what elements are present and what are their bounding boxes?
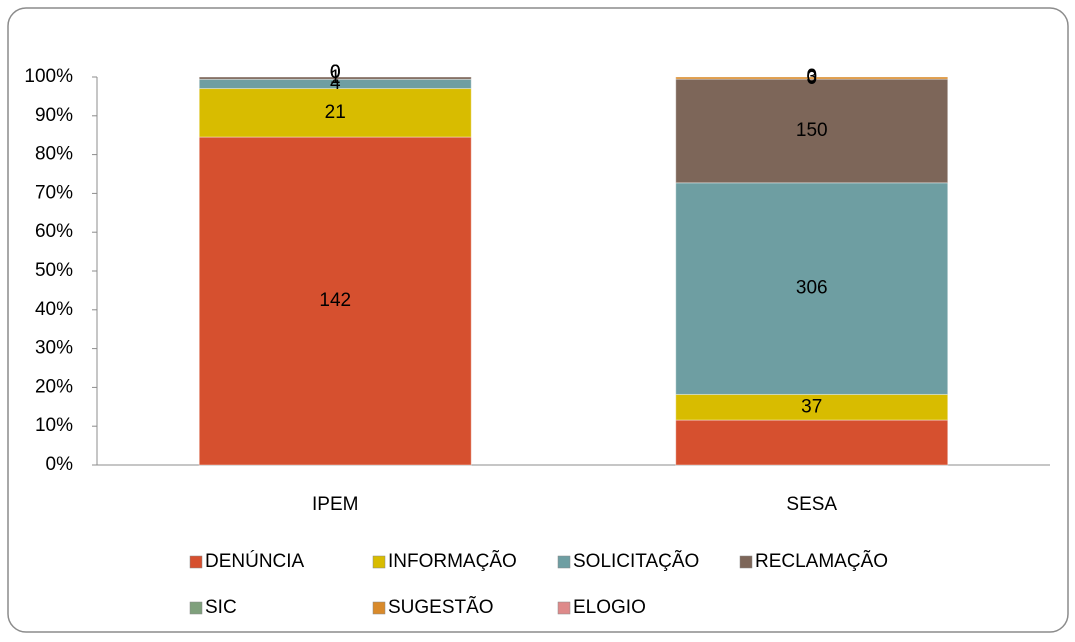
data-label: 0 xyxy=(330,62,341,83)
data-label: 1 xyxy=(330,67,341,88)
legend-label: RECLAMAÇÃO xyxy=(755,550,888,572)
bar-segment xyxy=(675,393,949,421)
data-label: 0 xyxy=(806,66,817,87)
bar-segment xyxy=(675,76,949,80)
x-tick-label: SESA xyxy=(786,494,837,515)
data-label: 0 xyxy=(330,62,341,83)
legend-swatch xyxy=(189,555,203,569)
legend-swatch xyxy=(372,601,386,615)
bar-segment xyxy=(675,78,949,184)
data-label: 0 xyxy=(330,62,341,83)
data-label: 306 xyxy=(796,278,828,299)
legend-label: INFORMAÇÃO xyxy=(388,550,517,572)
x-tick-label: IPEM xyxy=(312,494,358,515)
data-label: 3 xyxy=(806,67,817,88)
data-label: 37 xyxy=(801,396,822,417)
legend-swatch xyxy=(739,555,753,569)
legend-label: ELOGIO xyxy=(573,597,646,618)
y-tick-label: 50% xyxy=(35,260,73,281)
y-tick-label: 10% xyxy=(35,415,73,436)
legend-label: DENÚNCIA xyxy=(205,550,305,572)
bar-segment xyxy=(675,182,949,395)
y-tick-label: 70% xyxy=(35,182,73,203)
y-tick-label: 80% xyxy=(35,144,73,165)
legend-label: SIC xyxy=(205,597,237,618)
y-tick-label: 0% xyxy=(46,454,74,475)
y-tick-label: 90% xyxy=(35,105,73,126)
data-label: 21 xyxy=(325,102,346,123)
legend-label: SOLICITAÇÃO xyxy=(573,550,699,572)
legend-swatch xyxy=(372,555,386,569)
y-tick-label: 40% xyxy=(35,299,73,320)
bar-segment xyxy=(198,136,472,466)
bar-segment xyxy=(675,419,949,466)
y-tick-label: 60% xyxy=(35,221,73,242)
y-tick-label: 100% xyxy=(24,66,73,87)
data-label: 4 xyxy=(330,73,341,94)
legend-swatch xyxy=(557,601,571,615)
legend-label: SUGESTÃO xyxy=(388,596,494,618)
y-tick-label: 20% xyxy=(35,376,73,397)
data-label: 142 xyxy=(319,290,351,311)
bar-segment xyxy=(198,76,472,80)
legend-swatch xyxy=(557,555,571,569)
legend-swatch xyxy=(189,601,203,615)
bar-segment xyxy=(198,88,472,138)
y-tick-label: 30% xyxy=(35,338,73,359)
data-label: 150 xyxy=(796,120,828,141)
